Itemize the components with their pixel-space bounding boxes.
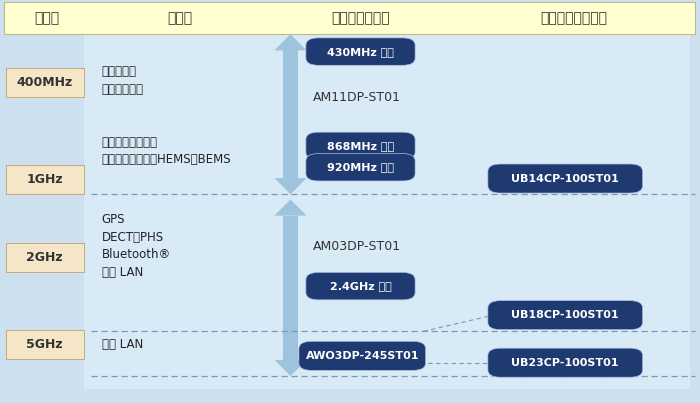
Bar [6,243,84,272]
Polygon shape [274,178,307,194]
Polygon shape [274,199,307,216]
Text: 5GHz: 5GHz [27,338,63,351]
Text: AM11DP-ST01: AM11DP-ST01 [313,91,401,104]
Text: GPS
DECT、PHS
Bluetooth®
無線 LAN: GPS DECT、PHS Bluetooth® 無線 LAN [102,213,171,278]
Text: AWO3DP-245ST01: AWO3DP-245ST01 [305,351,419,361]
FancyBboxPatch shape [306,132,415,160]
FancyBboxPatch shape [488,164,643,193]
Text: 2GHz: 2GHz [27,251,63,264]
FancyBboxPatch shape [488,348,643,377]
Text: UB14CP-100ST01: UB14CP-100ST01 [512,174,619,183]
Text: 用　途: 用 途 [168,11,193,25]
Text: テレメータ
セキュリティ: テレメータ セキュリティ [102,65,144,96]
Bar [6,68,84,97]
Text: チップアンテナ: チップアンテナ [331,11,390,25]
Text: アンテナユニット: アンテナユニット [540,11,607,25]
FancyBboxPatch shape [299,341,426,370]
Polygon shape [274,34,307,50]
FancyBboxPatch shape [306,38,415,65]
Bar [84,28,690,389]
Text: UB23CP-100ST01: UB23CP-100ST01 [512,358,619,368]
Text: 周波数: 周波数 [35,11,60,25]
Text: UB18CP-100ST01: UB18CP-100ST01 [512,310,619,320]
FancyBboxPatch shape [488,301,643,330]
Text: 欧州向け無線機器
スマートメータ　HEMS、BEMS: 欧州向け無線機器 スマートメータ HEMS、BEMS [102,136,231,166]
Text: 920MHz 特性: 920MHz 特性 [327,162,394,172]
Bar [283,50,298,178]
Text: 868MHz 特性: 868MHz 特性 [327,141,394,151]
Text: AM03DP-ST01: AM03DP-ST01 [313,240,401,253]
Bar [283,216,298,360]
Text: 400MHz: 400MHz [17,76,73,89]
Text: 無線 LAN: 無線 LAN [102,338,143,351]
Bar [6,165,84,194]
Text: 430MHz 特性: 430MHz 特性 [327,47,394,56]
Bar [6,330,84,359]
FancyBboxPatch shape [306,154,415,181]
Text: 2.4GHz 特性: 2.4GHz 特性 [330,281,391,291]
FancyBboxPatch shape [306,272,415,300]
Text: 1GHz: 1GHz [27,173,63,186]
Bar [4,2,695,34]
Polygon shape [274,360,307,376]
Bar [0,28,84,389]
